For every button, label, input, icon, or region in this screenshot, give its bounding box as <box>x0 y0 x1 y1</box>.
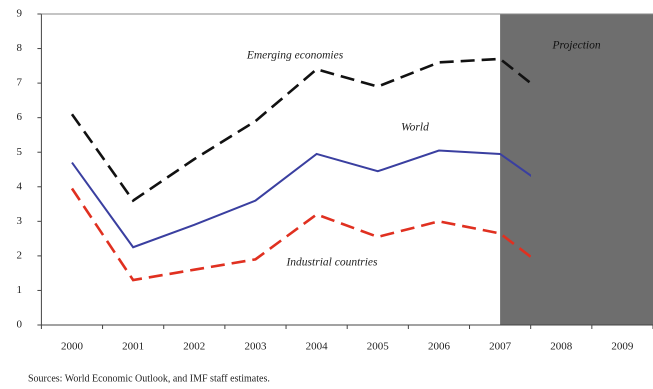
x-tick-label: 2002 <box>183 341 205 353</box>
source-note: Sources: World Economic Outlook, and IMF… <box>28 373 270 384</box>
x-tick-label: 2003 <box>244 341 267 353</box>
x-tick-label: 2004 <box>306 341 329 353</box>
y-tick-label: 0 <box>17 319 23 331</box>
y-tick-label: 8 <box>17 42 23 54</box>
plot-lines <box>70 57 531 282</box>
projection-label: Projection <box>551 40 600 52</box>
y-tick-label: 1 <box>17 284 23 296</box>
series-annotation: World <box>401 122 429 134</box>
y-tick-label: 4 <box>17 180 23 192</box>
series-annotation: Industrial countries <box>285 257 378 269</box>
x-tick-label: 2007 <box>489 341 512 353</box>
y-tick-label: 3 <box>17 215 23 227</box>
y-tick-label: 2 <box>17 249 23 261</box>
projection-area <box>500 14 653 325</box>
y-tick-label: 9 <box>17 8 23 20</box>
y-tick-label: 5 <box>17 146 23 158</box>
x-tick-label: 2005 <box>367 341 390 353</box>
y-tick-label: 7 <box>17 77 23 89</box>
y-tick-label: 6 <box>17 111 23 123</box>
x-tick-label: 2006 <box>428 341 451 353</box>
x-tick-label: 2008 <box>550 341 573 353</box>
x-tick-label: 2000 <box>61 341 84 353</box>
series-line <box>71 149 531 249</box>
series-line <box>70 187 531 282</box>
x-tick-label: 2001 <box>122 341 144 353</box>
series-line <box>70 57 531 203</box>
x-tick-label: 2009 <box>611 341 634 353</box>
series-annotation: Emerging economies <box>246 50 344 62</box>
